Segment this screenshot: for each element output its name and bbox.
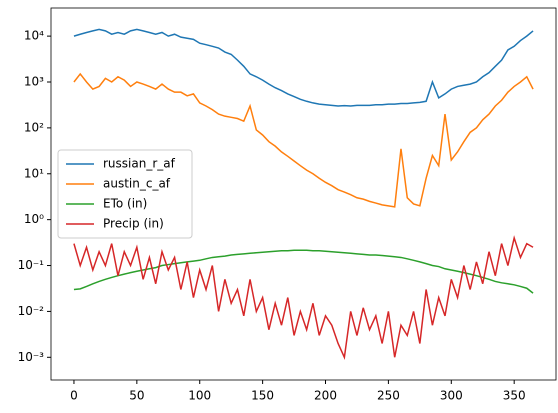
x-tick-label: 100 xyxy=(188,389,211,403)
x-tick-label: 350 xyxy=(503,389,526,403)
y-tick-label: 10⁻¹ xyxy=(18,258,45,272)
legend-label: austin_c_af xyxy=(103,177,171,191)
y-tick-label: 10⁻³ xyxy=(18,350,45,364)
series-line xyxy=(73,72,534,208)
x-tick-label: 200 xyxy=(314,389,337,403)
plot-frame xyxy=(50,7,557,381)
legend-label: russian_r_af xyxy=(103,157,176,171)
series-line xyxy=(73,249,534,294)
y-tick-label: 10³ xyxy=(24,74,44,88)
series-line xyxy=(73,235,534,360)
legend-box xyxy=(57,149,193,239)
x-tick-label: 0 xyxy=(70,389,78,403)
x-tick-label: 250 xyxy=(377,389,400,403)
y-tick-label: 10⁰ xyxy=(24,212,44,226)
y-tick-label: 10² xyxy=(24,120,44,134)
legend-label: ETo (in) xyxy=(103,197,147,211)
series-line xyxy=(73,28,534,107)
y-tick-label: 10¹ xyxy=(24,166,44,180)
x-tick-label: 50 xyxy=(129,389,144,403)
y-tick-label: 10⁻² xyxy=(18,304,45,318)
legend-label: Precip (in) xyxy=(103,217,164,231)
y-tick-label: 10⁴ xyxy=(24,29,44,43)
x-tick-label: 300 xyxy=(440,389,463,403)
x-tick-label: 150 xyxy=(251,389,274,403)
